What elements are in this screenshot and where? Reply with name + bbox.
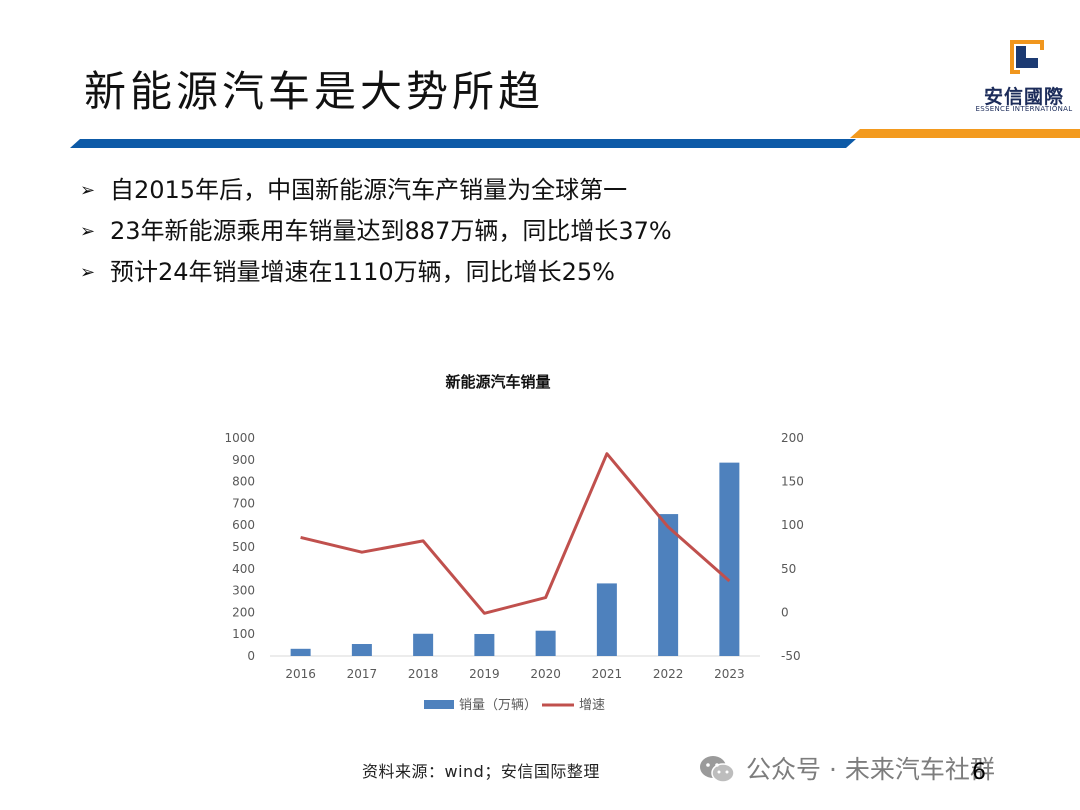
x-axis-tick-label: 2020 xyxy=(530,667,561,681)
chart-legend: 销量（万辆） 增速 xyxy=(424,698,605,713)
x-axis-tick-label: 2016 xyxy=(285,667,316,681)
right-axis-tick-label: -50 xyxy=(781,649,801,663)
left-axis-tick-label: 0 xyxy=(247,649,255,663)
sales-bar xyxy=(290,648,311,656)
legend-swatch-bar xyxy=(424,700,454,709)
bullet-text: 自2015年后，中国新能源汽车产销量为全球第一 xyxy=(110,176,628,204)
left-axis-tick-label: 100 xyxy=(232,627,255,641)
bullet-list: ➢ 自2015年后，中国新能源汽车产销量为全球第一 ➢ 23年新能源乘用车销量达到8… xyxy=(80,172,672,295)
page-number: 6 xyxy=(972,760,986,785)
left-axis-tick-label: 300 xyxy=(232,584,255,598)
chart-title: 新能源汽车销量 xyxy=(445,373,550,391)
left-axis: 0 100 200 300 400 500 600 700 800 900 1000 xyxy=(224,431,255,663)
bar-series xyxy=(290,462,740,656)
header-band-orange xyxy=(850,129,1080,138)
left-axis-tick-label: 1000 xyxy=(224,431,255,445)
logo-mark-icon xyxy=(1010,40,1044,74)
sales-bar xyxy=(596,583,617,656)
sales-bar xyxy=(413,633,434,656)
bullet-arrow-icon: ➢ xyxy=(80,221,96,242)
sales-chart: 新能源汽车销量 01002003004005006007008009001000… xyxy=(224,373,804,713)
left-axis-tick-label: 500 xyxy=(232,540,255,554)
bullet-item: ➢ 预计24年销量增速在1110万辆，同比增长25% xyxy=(80,254,672,295)
bullet-arrow-icon: ➢ xyxy=(80,262,96,283)
x-axis-tick-label: 2019 xyxy=(469,667,500,681)
company-logo: 安信國際 ESSENCE INTERNATIONAL xyxy=(970,36,1080,116)
right-axis-tick-label: 200 xyxy=(781,431,804,445)
bullet-item: ➢ 自2015年后，中国新能源汽车产销量为全球第一 xyxy=(80,172,672,213)
sales-bar xyxy=(474,633,495,656)
left-axis-tick-label: 600 xyxy=(232,518,255,532)
source-note: 资料来源：wind；安信国际整理 xyxy=(362,762,600,781)
right-axis-tick-label: 150 xyxy=(781,475,804,489)
logo-name-cn: 安信國際 xyxy=(983,86,1064,108)
slide-title: 新能源汽车是大势所趋 xyxy=(84,67,545,116)
watermark: 公众号 · 未来汽车社群 xyxy=(698,750,995,786)
watermark-text: 公众号 · 未来汽车社群 xyxy=(746,755,995,784)
bullet-text: 23年新能源乘用车销量达到887万辆，同比增长37% xyxy=(110,217,672,245)
logo-name-en: ESSENCE INTERNATIONAL xyxy=(975,105,1073,113)
left-axis-tick-label: 400 xyxy=(232,562,255,576)
sales-bar xyxy=(658,514,679,656)
x-axis-tick-label: 2023 xyxy=(714,667,745,681)
right-axis: -50 0 50 100 150 200 xyxy=(781,431,804,663)
right-axis-tick-label: 100 xyxy=(781,518,804,532)
sales-bar xyxy=(351,644,372,656)
legend-label-bar: 销量（万辆） xyxy=(459,698,537,713)
legend-label-line: 增速 xyxy=(579,698,605,713)
x-axis-tick-label: 2017 xyxy=(347,667,378,681)
sales-bar xyxy=(535,630,556,656)
x-axis-tick-label: 2018 xyxy=(408,667,439,681)
x-axis: 2016 2017 2018 2019 2020 2021 2022 2023 xyxy=(285,667,744,681)
right-axis-tick-label: 0 xyxy=(781,605,789,619)
left-axis-tick-label: 700 xyxy=(232,496,255,510)
bullet-item: ➢ 23年新能源乘用车销量达到887万辆，同比增长37% xyxy=(80,213,672,254)
header-band-blue xyxy=(70,139,856,148)
wechat-icon xyxy=(700,756,735,783)
left-axis-tick-label: 900 xyxy=(232,453,255,467)
sales-bar xyxy=(719,462,740,656)
header-band xyxy=(70,129,1080,148)
right-axis-tick-label: 50 xyxy=(781,562,796,576)
bullet-arrow-icon: ➢ xyxy=(80,180,96,201)
x-axis-tick-label: 2021 xyxy=(592,667,623,681)
bullet-text: 预计24年销量增速在1110万辆，同比增长25% xyxy=(110,258,615,286)
growth-line xyxy=(300,452,731,615)
left-axis-tick-label: 800 xyxy=(232,475,255,489)
left-axis-tick-label: 200 xyxy=(232,605,255,619)
x-axis-tick-label: 2022 xyxy=(653,667,684,681)
